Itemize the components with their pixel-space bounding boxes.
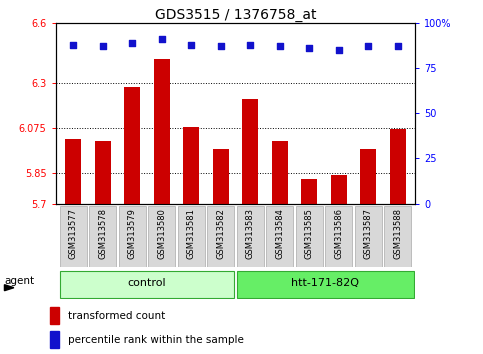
FancyBboxPatch shape (148, 206, 175, 267)
Bar (360, 149, 376, 204)
Text: GSM313583: GSM313583 (246, 209, 255, 259)
Text: GSM313587: GSM313587 (364, 209, 373, 259)
Bar (183, 127, 199, 204)
Text: GSM313580: GSM313580 (157, 209, 166, 259)
Title: GDS3515 / 1376758_at: GDS3515 / 1376758_at (155, 8, 316, 22)
Text: control: control (128, 279, 166, 289)
Bar (242, 99, 258, 204)
Bar (50, 331, 59, 348)
Text: GSM313577: GSM313577 (69, 209, 78, 259)
FancyBboxPatch shape (119, 206, 146, 267)
Text: agent: agent (4, 276, 35, 286)
Point (246, 42, 254, 47)
Point (335, 47, 342, 53)
Text: GSM313578: GSM313578 (98, 209, 107, 259)
FancyBboxPatch shape (178, 206, 205, 267)
Text: GSM313582: GSM313582 (216, 209, 225, 259)
Text: transformed count: transformed count (68, 311, 165, 321)
Text: GSM313584: GSM313584 (275, 209, 284, 259)
Text: GSM313581: GSM313581 (187, 209, 196, 259)
Bar (95, 141, 111, 204)
FancyBboxPatch shape (89, 206, 116, 267)
Bar (271, 141, 288, 204)
Point (128, 40, 136, 46)
FancyBboxPatch shape (60, 270, 234, 298)
Point (187, 42, 195, 47)
Bar (124, 87, 141, 204)
Point (305, 45, 313, 51)
Bar (50, 307, 59, 324)
Bar (154, 59, 170, 204)
FancyBboxPatch shape (296, 206, 323, 267)
Text: GSM313588: GSM313588 (393, 209, 402, 259)
Point (217, 44, 225, 49)
FancyBboxPatch shape (237, 206, 264, 267)
Point (364, 44, 372, 49)
Text: percentile rank within the sample: percentile rank within the sample (68, 335, 244, 345)
FancyBboxPatch shape (384, 206, 411, 267)
Bar (301, 179, 317, 204)
Text: GSM313586: GSM313586 (334, 209, 343, 259)
Text: GSM313585: GSM313585 (305, 209, 313, 259)
FancyBboxPatch shape (237, 270, 413, 298)
Bar (213, 149, 229, 204)
Point (394, 44, 401, 49)
Text: htt-171-82Q: htt-171-82Q (291, 279, 359, 289)
Point (99, 44, 107, 49)
Bar (65, 139, 81, 204)
FancyBboxPatch shape (266, 206, 293, 267)
Point (158, 36, 166, 42)
Point (70, 42, 77, 47)
Polygon shape (4, 285, 14, 291)
Bar (330, 176, 347, 204)
FancyBboxPatch shape (60, 206, 87, 267)
FancyBboxPatch shape (207, 206, 234, 267)
Text: GSM313579: GSM313579 (128, 209, 137, 259)
FancyBboxPatch shape (355, 206, 382, 267)
Bar (390, 129, 406, 204)
FancyBboxPatch shape (325, 206, 352, 267)
Point (276, 44, 284, 49)
